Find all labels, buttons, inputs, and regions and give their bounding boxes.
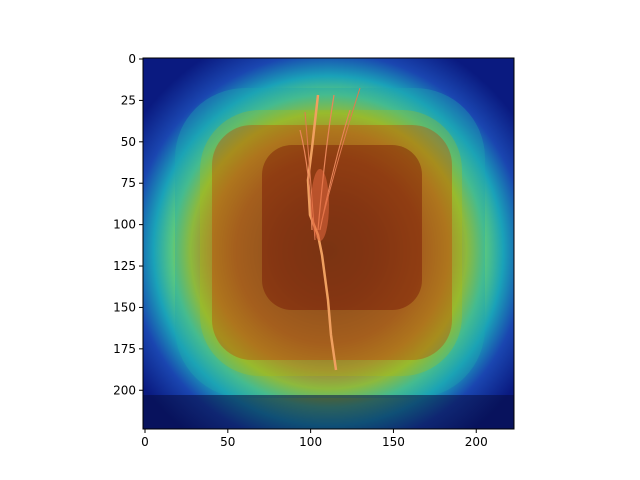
y-tick-label: 75	[121, 176, 136, 190]
y-tick-label: 25	[121, 93, 136, 107]
y-tick-label: 150	[113, 300, 136, 314]
x-tick-label: 100	[299, 435, 322, 449]
wheat-ear-overlay	[299, 87, 361, 371]
heatmap-image	[143, 58, 514, 429]
y-tick-label: 100	[113, 218, 136, 232]
y-tick-label: 175	[113, 342, 136, 356]
y-tick-label: 0	[128, 52, 136, 66]
y-tick-label: 50	[121, 135, 136, 149]
x-axis: 0 50 100 150 200	[141, 429, 488, 449]
y-axis: 0 25 50 75 100 125 150 175 200	[113, 52, 143, 397]
x-tick-label: 200	[465, 435, 488, 449]
plot-frame	[142, 57, 515, 430]
x-tick-label: 50	[220, 435, 235, 449]
x-tick-label: 0	[141, 435, 149, 449]
y-tick-label: 200	[113, 383, 136, 397]
y-tick-label: 125	[113, 259, 136, 273]
x-tick-label: 150	[382, 435, 405, 449]
